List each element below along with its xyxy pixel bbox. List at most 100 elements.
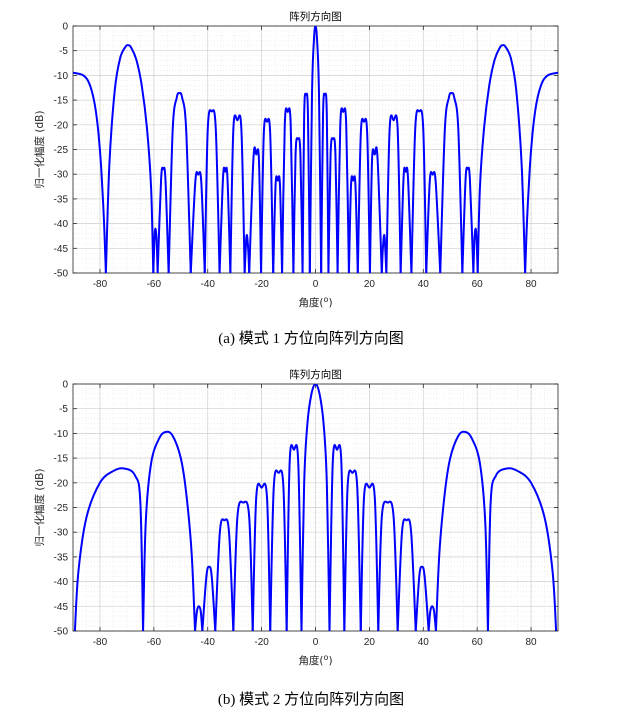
x-axis-label: 角度(o) — [298, 653, 332, 667]
y-tick-label: -15 — [54, 454, 69, 465]
pattern-lobe — [281, 107, 295, 273]
pattern-lobe — [399, 166, 413, 273]
pattern-lobe — [425, 171, 442, 273]
pattern-lobe — [377, 500, 399, 631]
pattern-lobe — [427, 605, 437, 631]
x-axis-label: 角度(o) — [298, 295, 332, 309]
y-tick-label: -20 — [54, 478, 69, 489]
y-tick-label: 0 — [62, 380, 68, 391]
pattern-lobe — [343, 469, 362, 631]
pattern-lobe — [301, 92, 311, 273]
pattern-lobe — [356, 117, 371, 273]
pattern-lobe — [320, 92, 330, 273]
pattern-lobe — [524, 71, 558, 273]
y-axis-label: 归一化幅度 (dB) — [33, 111, 46, 189]
y-tick-label: -5 — [59, 46, 68, 57]
pattern-lobe — [248, 146, 263, 273]
x-tick-label: -20 — [254, 279, 269, 290]
x-tick-label: -60 — [147, 279, 162, 290]
pattern-lobe — [385, 114, 402, 273]
pattern-lobe — [156, 166, 170, 273]
pattern-lobe — [461, 166, 475, 273]
figure-caption-b: (b) 模式 2 方位向阵列方向图 — [217, 692, 405, 708]
chart-panel-mode-2: -80 -60 -40 -20 0 20 40 60 80 0 -5 -10 -15 -20 -25 -30 -… — [0, 362, 622, 688]
x-tick-label: 20 — [364, 279, 376, 290]
y-tick-label: -35 — [54, 194, 69, 205]
pattern-lobe — [152, 227, 159, 273]
pattern-lobe — [439, 91, 464, 273]
chart-title: 阵列方向图 — [289, 10, 342, 23]
y-tick-label: -40 — [54, 577, 69, 588]
pattern-lobe — [368, 146, 383, 273]
y-tick-label: -45 — [54, 244, 69, 255]
pattern-lobe — [327, 137, 339, 273]
y-tick-label: -25 — [54, 503, 69, 514]
x-tick-label: 0 — [313, 637, 319, 648]
x-tick-label: 80 — [525, 637, 537, 648]
pattern-lobe — [229, 114, 246, 273]
pattern-lobe — [218, 166, 232, 273]
x-tick-label: -40 — [200, 279, 215, 290]
pattern-lobe — [380, 234, 388, 273]
pattern-lobe — [251, 482, 272, 631]
y-tick-label: -5 — [59, 404, 68, 415]
pattern-lobe — [232, 500, 254, 631]
figure-caption-a: (a) 模式 1 方位向阵列方向图 — [218, 331, 404, 347]
x-tick-label: 40 — [418, 279, 430, 290]
pattern-lobe — [260, 117, 275, 273]
pattern-lobe — [104, 44, 155, 273]
y-tick-label: -50 — [54, 269, 69, 280]
pattern-lobe — [194, 605, 204, 631]
pattern-lobe — [434, 430, 489, 631]
pattern-lobe — [73, 467, 145, 631]
pattern-lobe — [269, 469, 288, 631]
x-tick-label: 20 — [364, 637, 376, 648]
pattern-lobe — [167, 91, 192, 273]
chart-svg-mode-2: -80 -60 -40 -20 0 20 40 60 80 0 -5 -10 -15 -20 -25 -30 -… — [33, 368, 559, 667]
pattern-lobe — [396, 518, 417, 631]
pattern-lobe — [285, 444, 303, 631]
x-tick-label: 40 — [418, 637, 430, 648]
y-tick-label: -30 — [54, 170, 69, 181]
pattern-lobe — [410, 109, 428, 273]
pattern-lobe — [73, 71, 107, 273]
y-tick-label: -50 — [54, 627, 69, 638]
pattern-lobe — [203, 109, 221, 273]
pattern-lobe — [308, 26, 323, 273]
y-axis-label: 归一化幅度 (dB) — [33, 469, 46, 547]
x-tick-label: -80 — [93, 637, 108, 648]
y-tick-label: 0 — [62, 22, 68, 33]
x-tick-label: -60 — [147, 637, 162, 648]
y-tick-label: -10 — [54, 71, 69, 82]
y-tick-label: -10 — [54, 429, 69, 440]
x-tick-label: 60 — [472, 279, 484, 290]
pattern-lobe — [189, 171, 206, 273]
y-tick-label: -45 — [54, 602, 69, 613]
pattern-lobe — [272, 175, 284, 273]
pattern-lobe — [472, 227, 479, 273]
pattern-lobe — [292, 137, 304, 273]
y-tick-label: -15 — [54, 96, 69, 107]
pattern-lobe — [486, 467, 558, 631]
x-tick-label: 0 — [313, 279, 319, 290]
pattern-lobe — [414, 565, 430, 631]
pattern-lobe — [300, 384, 331, 631]
chart-panel-mode-1: -80 -60 -40 -20 0 20 40 60 80 0 -5 -10 -15 -20 -25 -30 -… — [0, 4, 622, 330]
y-tick-label: -35 — [54, 552, 69, 563]
pattern-lobe — [359, 482, 380, 631]
pattern-lobe — [347, 175, 359, 273]
y-tick-label: -40 — [54, 219, 69, 230]
x-tick-label: 80 — [525, 279, 537, 290]
chart-svg-mode-1: -80 -60 -40 -20 0 20 40 60 80 0 -5 -10 -15 -20 -25 -30 -… — [33, 10, 559, 309]
pattern-lobe — [328, 444, 346, 631]
pattern-lobe — [336, 107, 350, 273]
x-tick-label: -40 — [200, 637, 215, 648]
chart-title: 阵列方向图 — [289, 368, 342, 381]
pattern-lobe — [142, 430, 197, 631]
x-tick-label: -20 — [254, 637, 269, 648]
x-tick-label: -80 — [93, 279, 108, 290]
pattern-lobe — [214, 518, 235, 631]
y-tick-label: -20 — [54, 120, 69, 131]
y-tick-label: -30 — [54, 528, 69, 539]
pattern-lobe — [201, 565, 217, 631]
